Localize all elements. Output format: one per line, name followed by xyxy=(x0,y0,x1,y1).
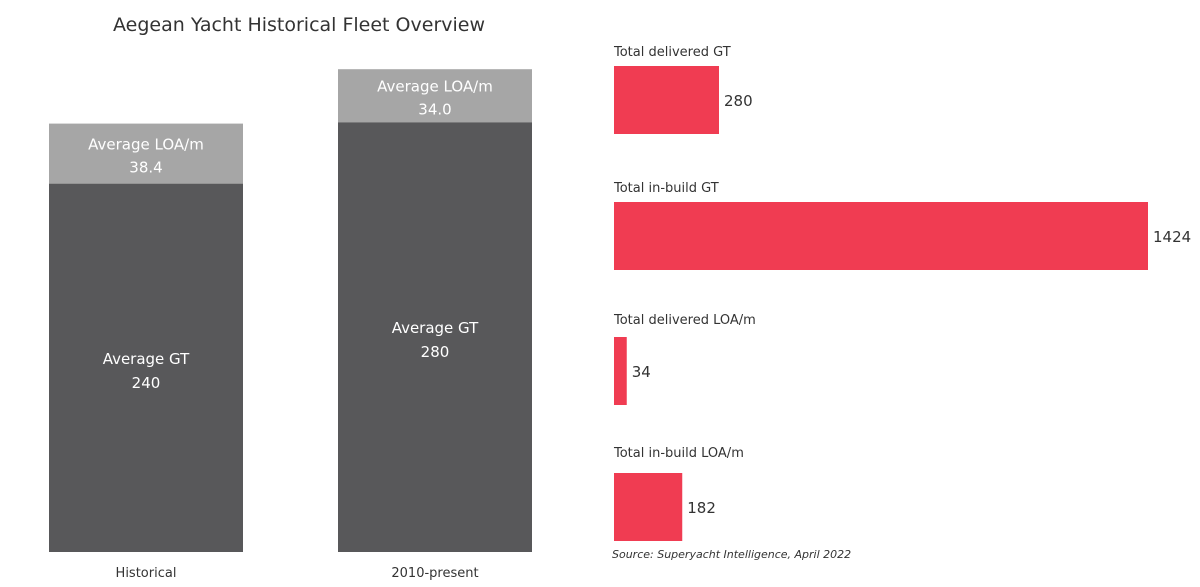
segment-label-average-gt: Average GT xyxy=(103,350,190,368)
hbar-total-delivered-gt xyxy=(614,66,719,134)
data-label-average-loa: 38.4 xyxy=(129,159,162,177)
horizontal-bars: Total delivered GT 280 Total in-build GT 14… xyxy=(613,45,1191,541)
x-tick-label-historical: Historical xyxy=(116,566,177,581)
bar-average-gt-2010-present xyxy=(338,122,532,552)
source-note: Source: Superyacht Intelligence, April 2… xyxy=(612,548,851,561)
hbar-total-in-build-gt xyxy=(614,202,1148,270)
hbar-value-label-total-delivered-gt: 280 xyxy=(724,92,753,110)
segment-label-average-loa: Average LOA/m xyxy=(88,136,204,154)
hbar-category-label-total-delivered-loa-m: Total delivered LOA/m xyxy=(613,313,756,328)
data-label-average-gt: 280 xyxy=(421,343,450,361)
hbar-value-label-total-delivered-loa-m: 34 xyxy=(632,363,651,381)
x-tick-label-2010-present: 2010-present xyxy=(391,566,478,581)
hbar-value-label-total-in-build-loa-m: 182 xyxy=(687,499,716,517)
stacked-bars: Average GT 240 Average LOA/m 38.4 Historical… xyxy=(49,69,532,581)
hbar-category-label-total-delivered-gt: Total delivered GT xyxy=(613,45,731,60)
hbar-category-label-total-in-build-gt: Total in-build GT xyxy=(613,181,719,196)
bar-average-loa-historical xyxy=(49,123,243,184)
hbar-total-delivered-loa-m xyxy=(614,337,627,405)
hbar-total-in-build-loa-m xyxy=(614,473,683,541)
segment-label-average-gt: Average GT xyxy=(392,319,479,337)
bar-average-gt-historical xyxy=(49,183,243,552)
bar-average-loa-2010-present xyxy=(338,69,532,123)
segment-label-average-loa: Average LOA/m xyxy=(377,78,493,96)
data-label-average-loa: 34.0 xyxy=(418,101,451,119)
chart-title: Aegean Yacht Historical Fleet Overview xyxy=(113,14,485,36)
data-label-average-gt: 240 xyxy=(132,374,161,392)
hbar-category-label-total-in-build-loa-m: Total in-build LOA/m xyxy=(613,446,744,461)
hbar-value-label-total-in-build-gt: 1424 xyxy=(1153,228,1191,246)
